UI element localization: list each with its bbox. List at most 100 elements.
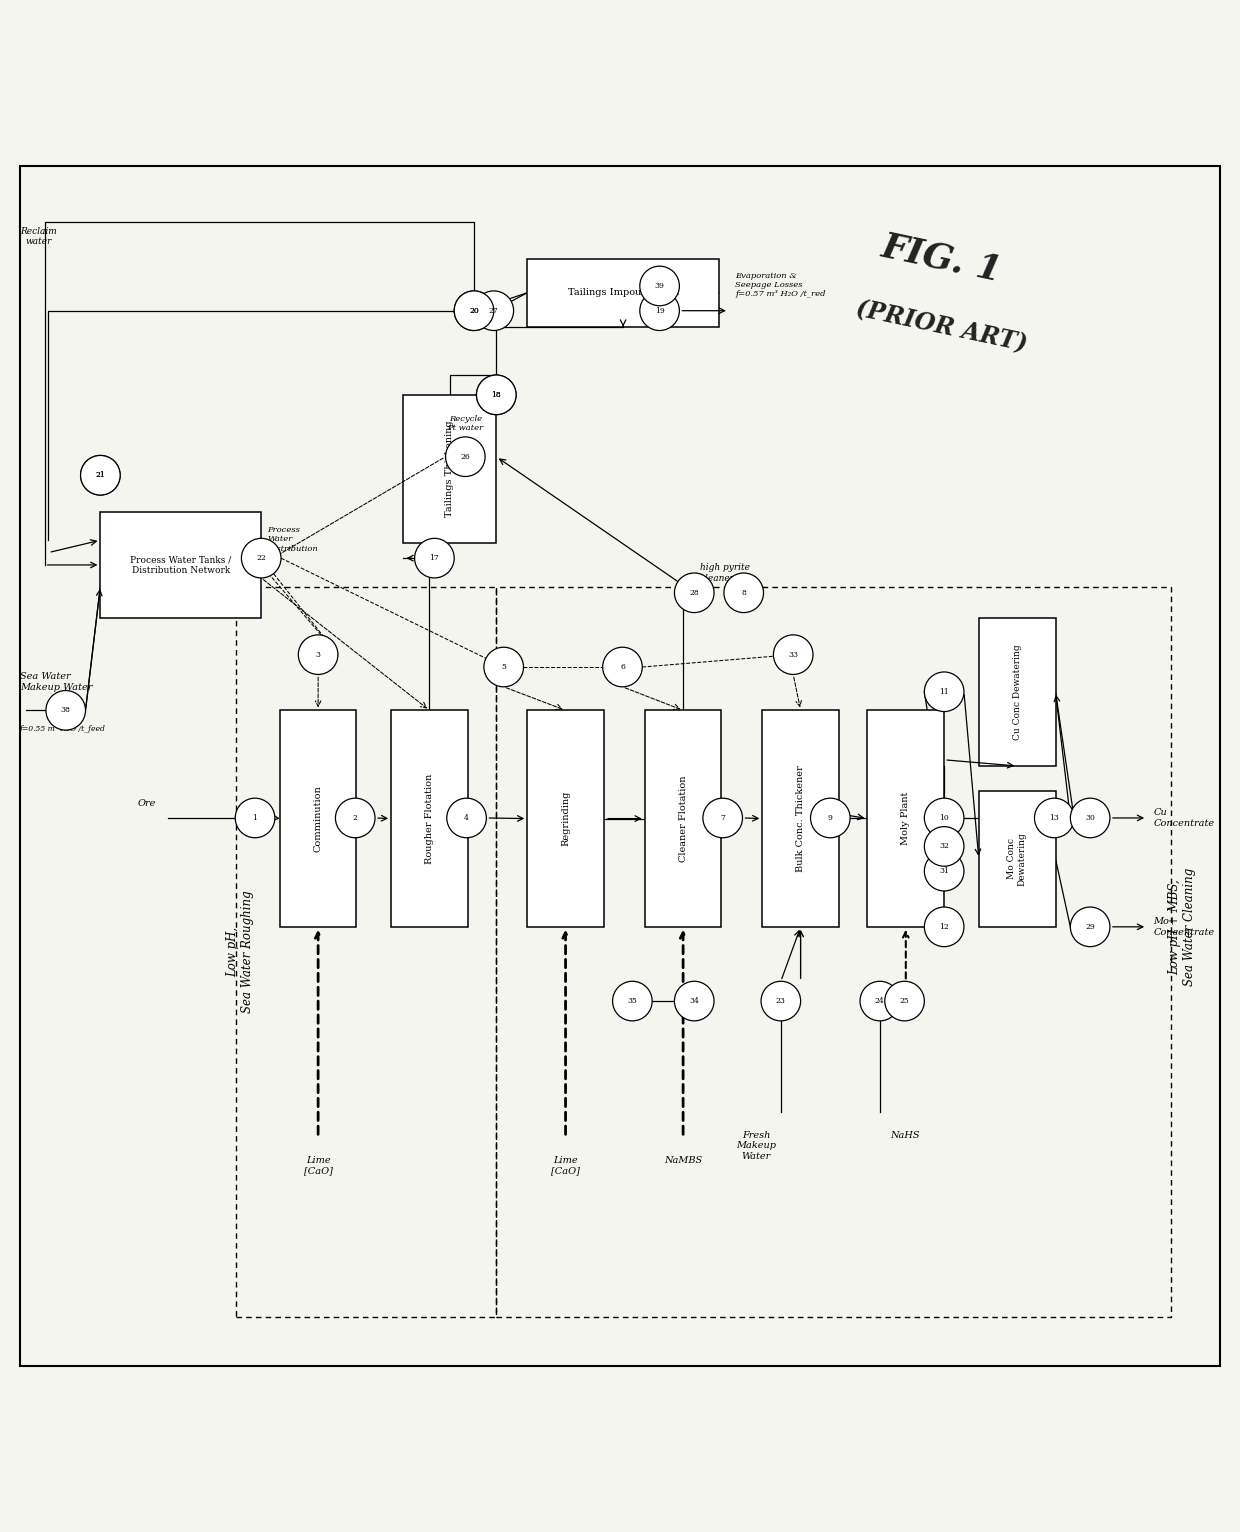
Text: Cleaner Flotation: Cleaner Flotation <box>678 775 688 863</box>
Text: 18: 18 <box>491 391 501 398</box>
Text: 1: 1 <box>253 813 258 823</box>
Circle shape <box>236 798 275 838</box>
Circle shape <box>1070 798 1110 838</box>
Text: Reclaim
water: Reclaim water <box>20 227 57 247</box>
Circle shape <box>445 437 485 476</box>
Bar <box>391 711 467 927</box>
Text: 21: 21 <box>95 472 105 480</box>
Circle shape <box>414 538 454 578</box>
Text: 26: 26 <box>460 452 470 461</box>
Circle shape <box>811 798 851 838</box>
Text: Low pH,
Sea Water Roughing: Low pH, Sea Water Roughing <box>226 890 254 1013</box>
Text: Bulk Conc. Thickener: Bulk Conc. Thickener <box>796 764 805 872</box>
Text: Fresh
Makeup
Water: Fresh Makeup Water <box>737 1131 776 1161</box>
Text: 33: 33 <box>789 651 799 659</box>
Text: 4: 4 <box>464 813 469 823</box>
Text: Regrinding: Regrinding <box>560 791 570 846</box>
Text: 35: 35 <box>627 997 637 1005</box>
Text: NaMBS: NaMBS <box>665 1155 702 1164</box>
Text: Rougher Flotation: Rougher Flotation <box>425 774 434 864</box>
Text: 20: 20 <box>469 306 479 314</box>
Circle shape <box>603 647 642 686</box>
Circle shape <box>861 982 899 1020</box>
Text: 21: 21 <box>95 472 105 480</box>
Circle shape <box>640 267 680 306</box>
Bar <box>978 617 1055 766</box>
Circle shape <box>774 634 813 674</box>
Text: Moly Plant: Moly Plant <box>901 792 910 846</box>
Text: Cu Conc Dewatering: Cu Conc Dewatering <box>1013 643 1022 740</box>
Text: 20: 20 <box>469 306 479 314</box>
Text: 13: 13 <box>1049 813 1059 823</box>
Circle shape <box>81 455 120 495</box>
Circle shape <box>924 827 963 866</box>
Text: Comminution: Comminution <box>314 786 322 852</box>
Text: 22: 22 <box>257 555 267 562</box>
Text: Lime
[CaO]: Lime [CaO] <box>304 1155 332 1175</box>
Circle shape <box>1070 907 1110 947</box>
Circle shape <box>924 673 963 711</box>
Text: 34: 34 <box>689 997 699 1005</box>
Bar <box>868 711 944 927</box>
Bar <box>280 711 356 927</box>
Text: 11: 11 <box>939 688 949 696</box>
Text: 9: 9 <box>828 813 833 823</box>
Circle shape <box>675 573 714 613</box>
Circle shape <box>336 798 374 838</box>
Text: 32: 32 <box>939 843 949 850</box>
Text: Cu
Concentrate: Cu Concentrate <box>1153 809 1214 827</box>
Circle shape <box>81 455 120 495</box>
Bar <box>496 587 1171 1316</box>
Text: Lime
[CaO]: Lime [CaO] <box>551 1155 580 1175</box>
Circle shape <box>613 982 652 1020</box>
Text: 25: 25 <box>900 997 909 1005</box>
Bar <box>100 512 262 617</box>
Circle shape <box>703 798 743 838</box>
Text: 6: 6 <box>620 663 625 671</box>
Circle shape <box>446 798 486 838</box>
Circle shape <box>924 907 963 947</box>
Circle shape <box>761 982 801 1020</box>
Text: Tailings Thickening: Tailings Thickening <box>445 421 454 518</box>
Circle shape <box>1034 798 1074 838</box>
Circle shape <box>299 634 339 674</box>
Text: 30: 30 <box>1085 813 1095 823</box>
Text: 10: 10 <box>939 813 949 823</box>
Text: 8: 8 <box>742 588 746 597</box>
Text: 19: 19 <box>655 306 665 314</box>
Text: Ore: Ore <box>138 800 156 807</box>
Text: Mo
Concentrate: Mo Concentrate <box>1153 918 1214 936</box>
Text: 24: 24 <box>875 997 884 1005</box>
Circle shape <box>454 291 494 331</box>
Text: FIG. 1: FIG. 1 <box>878 230 1006 288</box>
Circle shape <box>46 691 86 731</box>
Text: f=0.55 m³ H₂O /t_feed: f=0.55 m³ H₂O /t_feed <box>20 725 105 734</box>
Text: NaHS: NaHS <box>890 1131 919 1140</box>
Text: 5: 5 <box>501 663 506 671</box>
Circle shape <box>924 852 963 892</box>
Text: 27: 27 <box>489 306 498 314</box>
Text: 3: 3 <box>316 651 321 659</box>
Bar <box>645 711 722 927</box>
Circle shape <box>476 375 516 415</box>
Circle shape <box>675 982 714 1020</box>
Circle shape <box>924 798 963 838</box>
Bar <box>978 791 1055 927</box>
Circle shape <box>454 291 494 331</box>
Circle shape <box>484 647 523 686</box>
Text: Process Water Tanks /
Distribution Network: Process Water Tanks / Distribution Netwo… <box>130 555 232 574</box>
Text: 7: 7 <box>720 813 725 823</box>
Text: high pyrite
cleaner tails: high pyrite cleaner tails <box>701 564 756 582</box>
Text: 23: 23 <box>776 997 786 1005</box>
Text: Sea Water
Makeup Water: Sea Water Makeup Water <box>20 673 92 692</box>
Circle shape <box>476 375 516 415</box>
Circle shape <box>885 982 924 1020</box>
Text: 2: 2 <box>353 813 357 823</box>
Text: 29: 29 <box>1085 922 1095 931</box>
Text: 31: 31 <box>939 867 949 875</box>
Text: Tailings Impoundment: Tailings Impoundment <box>568 288 678 297</box>
Bar <box>403 395 496 544</box>
Text: Mo Conc
Dewatering: Mo Conc Dewatering <box>1007 832 1027 885</box>
Circle shape <box>640 291 680 331</box>
Circle shape <box>474 291 513 331</box>
